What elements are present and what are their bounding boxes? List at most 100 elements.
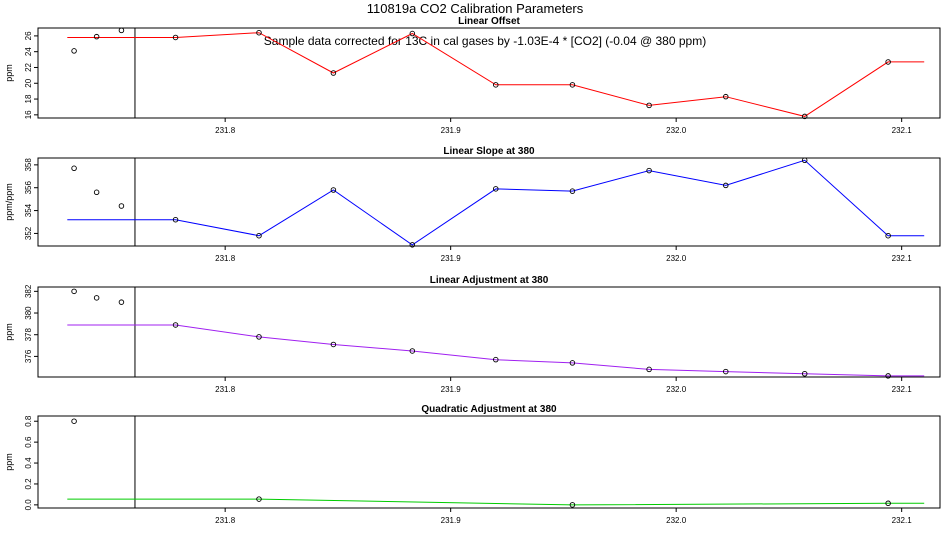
y-tick-label: 20 [24,78,33,87]
data-point [256,29,262,36]
y-axis-label: ppm [4,64,14,82]
y-tick-label: 16 [24,110,33,119]
plot-frame [37,27,941,119]
data-point [801,157,808,164]
data-point [723,182,729,189]
x-tick-label: 232.1 [892,126,913,135]
x-tick-label: 232.1 [892,516,913,525]
x-tick-label: 231.9 [441,516,462,525]
x-tick-label: 232.0 [666,385,687,394]
y-tick-label: 22 [24,62,33,71]
y-tick-label: 354 [24,203,33,217]
series-line [67,32,925,117]
data-point [256,334,262,340]
data-point [723,93,729,100]
data-point [409,242,416,248]
panel-title: Quadratic Adjustment at 380 [421,404,557,415]
data-point [330,70,337,76]
panel-title: Linear Adjustment at 380 [430,275,549,286]
y-tick-label: 0.4 [24,457,33,469]
reference-point [71,48,77,54]
x-tick-label: 231.9 [441,126,462,135]
y-tick-label: 18 [24,94,33,103]
y-tick-label: 0.2 [24,478,33,490]
data-point [409,30,416,37]
reference-point [93,295,100,301]
y-tick-label: 26 [24,31,33,40]
series-line [67,498,925,506]
data-point [493,186,499,192]
data-point [646,102,652,109]
y-tick-label: 0.0 [24,499,33,511]
data-point [885,232,891,239]
x-tick-label: 232.0 [666,126,687,135]
data-point [409,348,416,354]
x-tick-label: 231.8 [215,516,236,525]
y-axis-label: ppm [4,323,14,341]
data-point [569,502,576,508]
chart-panel-3: Linear Adjustment at 380 ppm 231.8 231.9 232… [4,275,941,394]
data-point [569,82,576,88]
plot-frame [37,415,941,509]
data-point [330,341,337,348]
reference-point [118,27,125,34]
data-point [723,368,729,375]
y-axis-label: ppm [4,453,14,471]
panel-title: Linear Offset [458,16,520,27]
reference-point [71,165,77,172]
data-point [330,187,337,193]
x-tick-label: 231.8 [215,126,236,135]
data-point [801,113,808,120]
x-tick-label: 232.1 [892,385,913,394]
series-line [67,159,925,246]
data-point [569,360,576,366]
y-tick-label: 24 [24,47,33,56]
y-tick-label: 352 [24,226,33,240]
plot-frame [37,157,941,247]
y-tick-label: 358 [24,158,33,172]
data-point [569,188,576,194]
data-point [885,59,891,65]
data-point [256,232,262,239]
x-tick-label: 231.8 [215,385,236,394]
y-tick-label: 378 [24,327,33,341]
y-tick-label: 0.6 [24,436,33,448]
y-tick-label: 382 [24,284,33,298]
data-point [646,167,652,174]
x-tick-label: 232.0 [666,516,687,525]
plot-frame [37,286,941,378]
data-point [801,370,808,377]
reference-point [118,299,125,305]
series-line [67,324,925,377]
chart-panel-4: Quadratic Adjustment at 380 ppm 231.8 231.9… [4,404,941,525]
chart-panel-1: Linear Offset Sample data corrected for 1… [4,16,941,135]
reference-point [71,288,77,295]
data-point [885,373,891,379]
x-tick-label: 231.9 [441,254,462,263]
annotation-text: Sample data corrected for 13C in cal gas… [264,34,706,48]
reference-point [118,203,125,209]
x-tick-label: 232.0 [666,254,687,263]
y-tick-label: 0.8 [24,415,33,427]
reference-point [93,189,100,196]
x-tick-label: 231.8 [215,254,236,263]
y-tick-label: 376 [24,349,33,363]
data-point [172,216,179,223]
x-tick-label: 231.9 [441,385,462,394]
y-tick-label: 380 [24,306,33,320]
y-axis-label: ppm/ppm [4,183,14,221]
chart-panel-2: Linear Slope at 380 ppm/ppm 231.8 231.9 232.… [4,146,941,263]
panel-title: Linear Slope at 380 [443,146,535,157]
x-tick-label: 232.1 [892,254,913,263]
data-point [172,322,179,328]
data-point [172,34,179,41]
y-tick-label: 356 [24,180,33,194]
reference-point [93,33,100,40]
data-point [493,82,499,88]
data-point [885,500,891,507]
data-point [493,356,499,363]
data-point [256,496,262,502]
data-point [646,366,652,373]
reference-point [71,418,77,424]
